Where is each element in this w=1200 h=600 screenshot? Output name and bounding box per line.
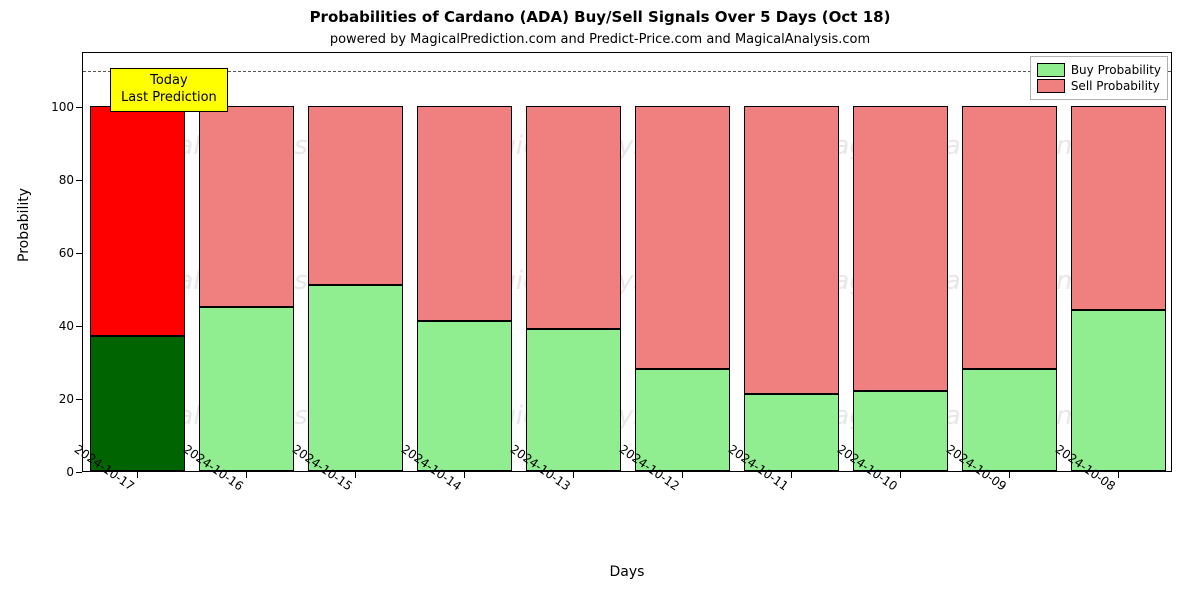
buy-bar-segment bbox=[308, 285, 404, 471]
sell-bar-segment bbox=[962, 106, 1058, 369]
buy-bar-segment bbox=[199, 307, 295, 471]
y-tick-mark bbox=[76, 253, 82, 254]
sell-bar-segment bbox=[635, 106, 731, 369]
chart-container: Probabilities of Cardano (ADA) Buy/Sell … bbox=[0, 0, 1200, 600]
legend-item: Buy Probability bbox=[1037, 63, 1161, 77]
x-tick-mark bbox=[1118, 472, 1119, 478]
sell-bar-segment bbox=[853, 106, 949, 391]
x-tick-mark bbox=[246, 472, 247, 478]
buy-bar-segment bbox=[1071, 310, 1167, 471]
bar-group bbox=[90, 106, 186, 471]
x-tick-mark bbox=[137, 472, 138, 478]
x-tick-mark bbox=[1009, 472, 1010, 478]
y-tick-mark bbox=[76, 180, 82, 181]
plot-area: MagicalAnalysis.comMagicalAnalysis.comMa… bbox=[82, 52, 1172, 472]
sell-bar-segment bbox=[744, 106, 840, 395]
legend-swatch bbox=[1037, 79, 1065, 93]
y-tick-label: 20 bbox=[59, 392, 74, 406]
y-tick-mark bbox=[76, 326, 82, 327]
y-tick-label: 0 bbox=[66, 465, 74, 479]
bar-group bbox=[853, 106, 949, 471]
legend-label: Sell Probability bbox=[1071, 79, 1160, 93]
bar-group bbox=[526, 106, 622, 471]
sell-bar-segment bbox=[526, 106, 622, 329]
annotation-line: Last Prediction bbox=[121, 90, 217, 107]
y-tick-mark bbox=[76, 399, 82, 400]
bar-group bbox=[199, 106, 295, 471]
bar-group bbox=[744, 106, 840, 471]
legend: Buy Probability Sell Probability bbox=[1030, 56, 1168, 100]
buy-bar-segment bbox=[526, 329, 622, 471]
chart-title: Probabilities of Cardano (ADA) Buy/Sell … bbox=[0, 8, 1200, 26]
x-tick-mark bbox=[682, 472, 683, 478]
x-tick-mark bbox=[573, 472, 574, 478]
legend-item: Sell Probability bbox=[1037, 79, 1161, 93]
sell-bar-segment bbox=[417, 106, 513, 321]
bar-group bbox=[962, 106, 1058, 471]
y-tick-label: 100 bbox=[51, 100, 74, 114]
y-axis: 020406080100 bbox=[0, 52, 82, 472]
today-annotation: TodayLast Prediction bbox=[110, 68, 228, 112]
bar-group bbox=[1071, 106, 1167, 471]
y-tick-mark bbox=[76, 107, 82, 108]
sell-bar-segment bbox=[90, 106, 186, 336]
y-tick-label: 80 bbox=[59, 173, 74, 187]
sell-bar-segment bbox=[308, 106, 404, 285]
buy-bar-segment bbox=[635, 369, 731, 471]
x-tick-mark bbox=[791, 472, 792, 478]
reference-line bbox=[83, 71, 1171, 72]
legend-label: Buy Probability bbox=[1071, 63, 1161, 77]
x-tick-mark bbox=[900, 472, 901, 478]
bar-group bbox=[635, 106, 731, 471]
annotation-line: Today bbox=[121, 73, 217, 90]
y-tick-label: 60 bbox=[59, 246, 74, 260]
buy-bar-segment bbox=[417, 321, 513, 471]
x-axis-label: Days bbox=[82, 564, 1172, 580]
x-tick-mark bbox=[355, 472, 356, 478]
x-tick-mark bbox=[464, 472, 465, 478]
y-axis-label: Probability bbox=[16, 188, 32, 262]
legend-swatch bbox=[1037, 63, 1065, 77]
sell-bar-segment bbox=[199, 106, 295, 307]
bar-group bbox=[308, 106, 404, 471]
bar-group bbox=[417, 106, 513, 471]
sell-bar-segment bbox=[1071, 106, 1167, 311]
buy-bar-segment bbox=[962, 369, 1058, 471]
chart-subtitle: powered by MagicalPrediction.com and Pre… bbox=[0, 32, 1200, 47]
y-tick-label: 40 bbox=[59, 319, 74, 333]
buy-bar-segment bbox=[90, 336, 186, 471]
